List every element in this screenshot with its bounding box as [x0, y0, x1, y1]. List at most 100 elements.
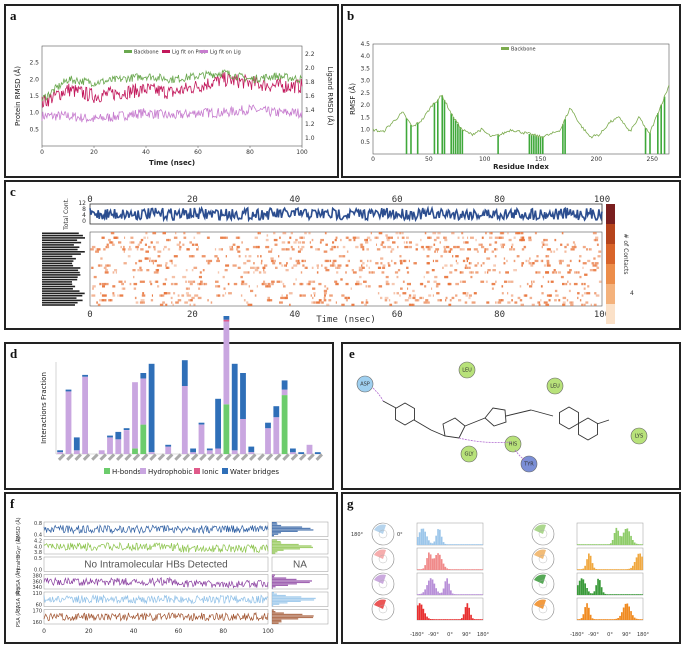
- bar-water-bridges: [223, 316, 230, 320]
- heat-cell: [319, 241, 322, 244]
- thiazolidinedione-ring: [442, 417, 466, 439]
- heat-cell: [115, 271, 117, 274]
- heat-cell: [545, 255, 550, 258]
- heat-cell: [91, 245, 96, 249]
- torsion-hist-bar: [630, 594, 632, 595]
- torsion-hist-bar: [444, 619, 447, 620]
- heat-cell: [402, 232, 404, 235]
- heat-cell: [189, 303, 191, 306]
- heat-cell: [142, 301, 145, 304]
- heat-cell: [176, 243, 181, 246]
- heat-cell: [566, 243, 569, 246]
- y2-tick-label: 2.2: [305, 51, 315, 58]
- plot-frame: [41, 45, 303, 147]
- torsion-hist-bar: [595, 619, 597, 620]
- hist-bar: [272, 613, 303, 616]
- heat-cell: [185, 287, 188, 290]
- heat-cell: [217, 271, 220, 274]
- heat-cell: [345, 299, 348, 302]
- row-y-tick: 3.8: [34, 550, 42, 556]
- heat-cell: [428, 245, 433, 249]
- heat-cell: [427, 236, 431, 239]
- hist-bar: [272, 574, 275, 576]
- heat-cell: [171, 301, 173, 304]
- bar-hydrophobic: [231, 450, 238, 454]
- heat-cell: [114, 236, 119, 239]
- row-y-tick: 0.8: [34, 521, 42, 527]
- heat-cell: [170, 282, 174, 286]
- heat-cell: [276, 280, 281, 283]
- torsion-hist-bar: [599, 544, 601, 545]
- heat-cell: [523, 245, 526, 249]
- x-tick-label: 80: [219, 628, 227, 635]
- torsion-hist-bar: [479, 544, 481, 545]
- heat-cell: [548, 299, 551, 302]
- top-x-tick-label: 0: [87, 195, 92, 205]
- hist-bar: [272, 618, 299, 620]
- heat-cell: [133, 282, 138, 286]
- hist-bar: [272, 543, 299, 546]
- heat-cell: [361, 264, 363, 267]
- heat-cell: [340, 278, 343, 281]
- heat-cell: [371, 271, 375, 274]
- heat-cell: [221, 248, 223, 251]
- torsion-axis-tick: 90°: [622, 632, 631, 638]
- heat-cell: [513, 236, 516, 239]
- heat-cell: [484, 248, 486, 251]
- heat-cell: [243, 262, 247, 265]
- heat-cell: [241, 280, 244, 283]
- residue-label-stub: [42, 246, 80, 248]
- torsion-hist-bar: [477, 569, 480, 570]
- legend-label: Ionic: [202, 468, 219, 476]
- torsion-hist-bar: [462, 569, 465, 570]
- residue-label-stub: [42, 276, 78, 278]
- heat-cell: [528, 262, 532, 265]
- bar-water-bridges: [82, 374, 88, 377]
- heat-cell: [408, 303, 413, 306]
- heat-cell: [449, 248, 452, 251]
- heat-cell: [423, 301, 427, 304]
- torsion-axis-tick: 180°: [637, 632, 650, 638]
- heat-cell: [287, 241, 291, 244]
- heat-cell: [147, 236, 149, 239]
- residue-label-stub: [42, 281, 72, 283]
- heat-cell: [103, 266, 107, 269]
- heat-cell: [577, 271, 580, 274]
- torsion-hist-bar: [450, 590, 452, 595]
- heat-cell: [551, 271, 555, 274]
- heat-cell: [480, 264, 483, 267]
- torsion-hist-bar: [429, 554, 432, 570]
- torsion-hist-bar: [444, 566, 447, 570]
- heat-cell: [464, 301, 468, 304]
- torsion-hist-bar: [435, 535, 437, 545]
- torsion-hist-bar: [632, 540, 634, 545]
- torsion-hist-bar: [637, 544, 640, 545]
- residue-label-stub: [42, 271, 80, 274]
- torsion-hist-bar: [453, 594, 456, 595]
- heat-cell: [98, 264, 103, 267]
- heat-cell: [363, 280, 367, 283]
- colorbar-segment: [606, 244, 615, 264]
- heat-cell: [380, 296, 383, 300]
- hist-bar: [272, 596, 302, 598]
- torsion-hist-bar: [437, 619, 439, 620]
- heat-cell: [365, 299, 368, 302]
- heat-cell: [297, 250, 301, 253]
- x-tick-label: 60: [392, 310, 403, 320]
- top-x-tick-label: 60: [392, 195, 403, 205]
- heat-cell: [137, 269, 140, 272]
- heat-cell: [194, 243, 198, 246]
- heat-cell: [139, 241, 142, 244]
- torsion-hist-bar: [431, 619, 434, 620]
- heat-cell: [582, 266, 584, 269]
- heat-cell: [108, 299, 112, 302]
- y2-tick-label: 1.4: [305, 107, 315, 114]
- heat-cell: [301, 241, 305, 244]
- heat-cell: [385, 280, 389, 283]
- heat-cell: [149, 280, 152, 283]
- heat-cell: [301, 259, 304, 263]
- torsion-hist-bar: [588, 591, 590, 595]
- heat-cell: [301, 245, 305, 249]
- torsion-hist-bar: [597, 578, 599, 595]
- heat-cell: [553, 250, 556, 253]
